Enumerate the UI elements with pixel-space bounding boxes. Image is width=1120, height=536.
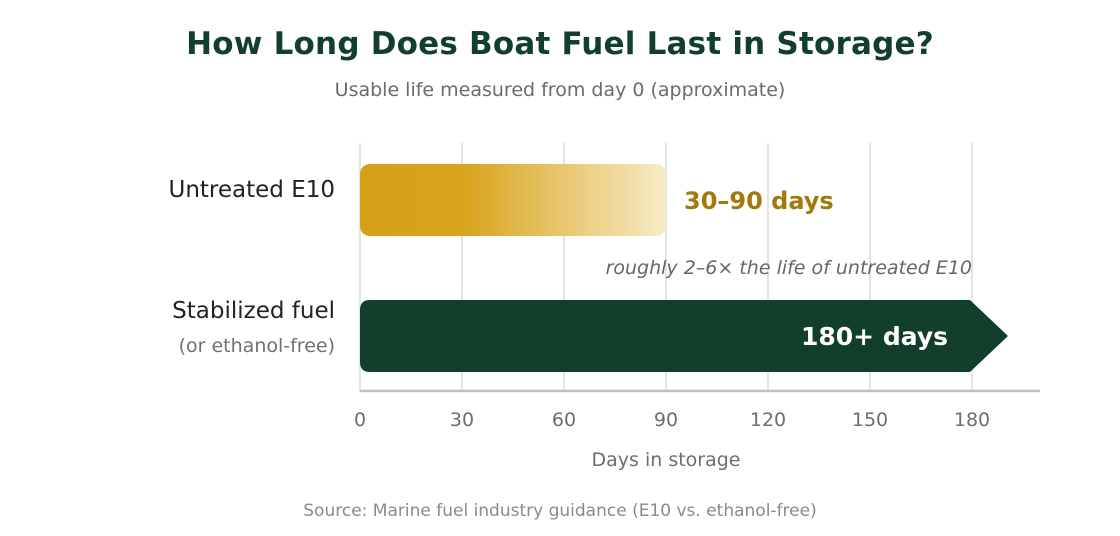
chart-title: How Long Does Boat Fuel Last in Storage? — [186, 26, 934, 62]
x-tick-label-30: 30 — [450, 409, 474, 431]
chart-source: Source: Marine fuel industry guidance (E… — [303, 501, 817, 521]
bar-label-untreated-e10: 30–90 days — [684, 187, 834, 215]
x-tick-label-150: 150 — [852, 409, 888, 431]
x-tick-label-60: 60 — [552, 409, 576, 431]
x-axis-label: Days in storage — [592, 449, 741, 471]
category-label-untreated-e10: Untreated E10 — [168, 177, 335, 203]
bar-untreated-e10 — [360, 164, 666, 236]
x-tick-label-180: 180 — [954, 409, 990, 431]
x-tick-label-90: 90 — [654, 409, 678, 431]
bar-label-stabilized-fuel: 180+ days — [801, 322, 948, 351]
chart-subtitle: Usable life measured from day 0 (approxi… — [334, 79, 786, 101]
x-tick-label-120: 120 — [750, 409, 786, 431]
bar-stabilized-fuel — [360, 300, 1008, 372]
category-label-stabilized-fuel: Stabilized fuel — [172, 298, 335, 324]
chart-annotation: roughly 2–6× the life of untreated E10 — [606, 257, 972, 279]
category-sublabel-stabilized-fuel: (or ethanol-free) — [179, 335, 335, 357]
x-tick-label-0: 0 — [354, 409, 366, 431]
